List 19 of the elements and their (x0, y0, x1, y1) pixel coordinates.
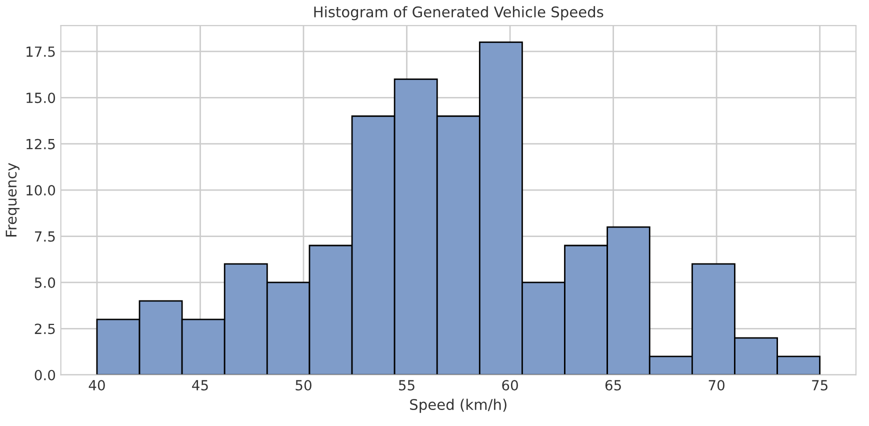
x-tick-label: 60 (502, 380, 518, 390)
y-tick-label: 5.0 (34, 277, 56, 288)
x-tick-label: 75 (812, 380, 828, 390)
x-axis-title: Speed (km/h) (410, 398, 506, 413)
y-tick-label: 7.5 (35, 231, 55, 242)
x-tick-label: 70 (708, 380, 724, 390)
y-tick-label: 0.0 (34, 370, 56, 380)
y-tick-label: 15.0 (26, 92, 56, 104)
y-axis-title: Frequency (6, 162, 20, 236)
chart-title: Histogram of Generated Vehicle Speeds (314, 6, 604, 20)
x-tick-label: 50 (296, 380, 312, 390)
x-tick-label: 40 (88, 380, 105, 390)
y-tick-label: 2.5 (34, 324, 55, 334)
x-tick-label: 45 (192, 380, 208, 390)
y-tick-label: 10.0 (26, 185, 56, 196)
y-tick-label: 12.5 (26, 138, 55, 150)
x-tick-label: 65 (605, 380, 621, 390)
x-tick-label: 55 (399, 380, 414, 390)
y-tick-label: 17.5 (26, 46, 55, 57)
